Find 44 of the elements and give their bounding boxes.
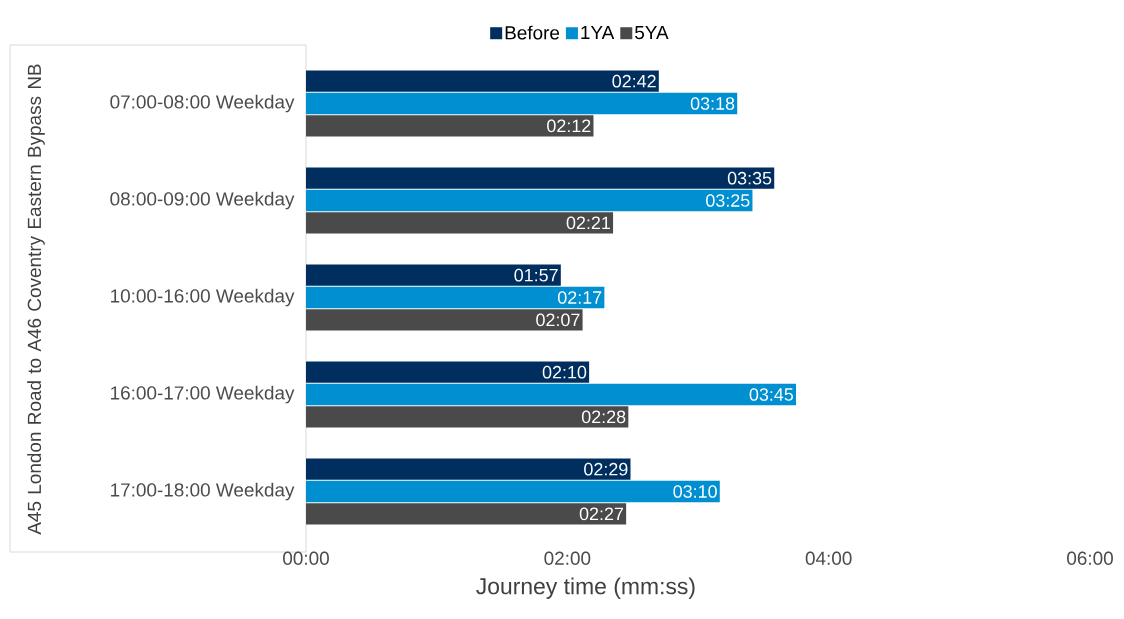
- data-label: 03:25: [706, 194, 750, 207]
- bar: [306, 70, 659, 92]
- y-tick-label: 10:00-16:00 Weekday: [111, 288, 295, 307]
- data-label: 03:18: [690, 97, 735, 110]
- data-label: 02:27: [579, 507, 624, 521]
- bar: [306, 503, 627, 525]
- bar: [306, 264, 561, 286]
- x-axis-title: Journey time (mm:ss): [476, 577, 695, 599]
- data-label: 02:17: [557, 291, 602, 304]
- bar: [306, 361, 590, 383]
- x-tick-label: 00:00: [283, 551, 329, 565]
- legend-label: 5YA: [635, 25, 669, 40]
- data-label: 02:10: [542, 365, 587, 379]
- y-tick-label: 07:00-08:00 Weekday: [110, 94, 295, 113]
- data-label: 02:12: [547, 119, 591, 133]
- bar: [306, 115, 594, 137]
- legend-label: Before: [505, 25, 560, 40]
- data-label: 03:10: [673, 485, 717, 498]
- x-tick-label: 06:00: [1067, 551, 1113, 565]
- x-tick-label: 04:00: [805, 551, 852, 565]
- bar: [306, 383, 797, 406]
- bar: [306, 212, 614, 234]
- bar: [306, 458, 631, 480]
- data-label: 01:57: [514, 268, 558, 282]
- data-label: 02:21: [566, 216, 610, 230]
- data-label: 02:42: [612, 74, 656, 88]
- data-label: 03:35: [727, 171, 772, 185]
- data-label: 02:29: [584, 462, 628, 476]
- bar: [306, 92, 738, 115]
- bar: [306, 309, 583, 331]
- data-label: 02:07: [536, 313, 580, 327]
- bar: [306, 406, 629, 428]
- bar: [306, 167, 775, 189]
- bar: [306, 189, 753, 212]
- y-tick-label: 08:00-09:00 Weekday: [110, 191, 295, 210]
- data-label: 03:45: [749, 388, 794, 401]
- x-tick-label: 02:00: [544, 551, 591, 565]
- text: A45 London Road to A46 Coventry Eastern Bypass NB: [27, 64, 45, 535]
- legend-label: 1YA: [581, 25, 615, 39]
- bar: [306, 480, 720, 503]
- y-tick-label: 16:00-17:00 Weekday: [111, 385, 295, 404]
- bar: [306, 286, 605, 309]
- y-tick-label: 17:00-18:00 Weekday: [111, 482, 295, 501]
- data-label: 02:28: [581, 410, 626, 424]
